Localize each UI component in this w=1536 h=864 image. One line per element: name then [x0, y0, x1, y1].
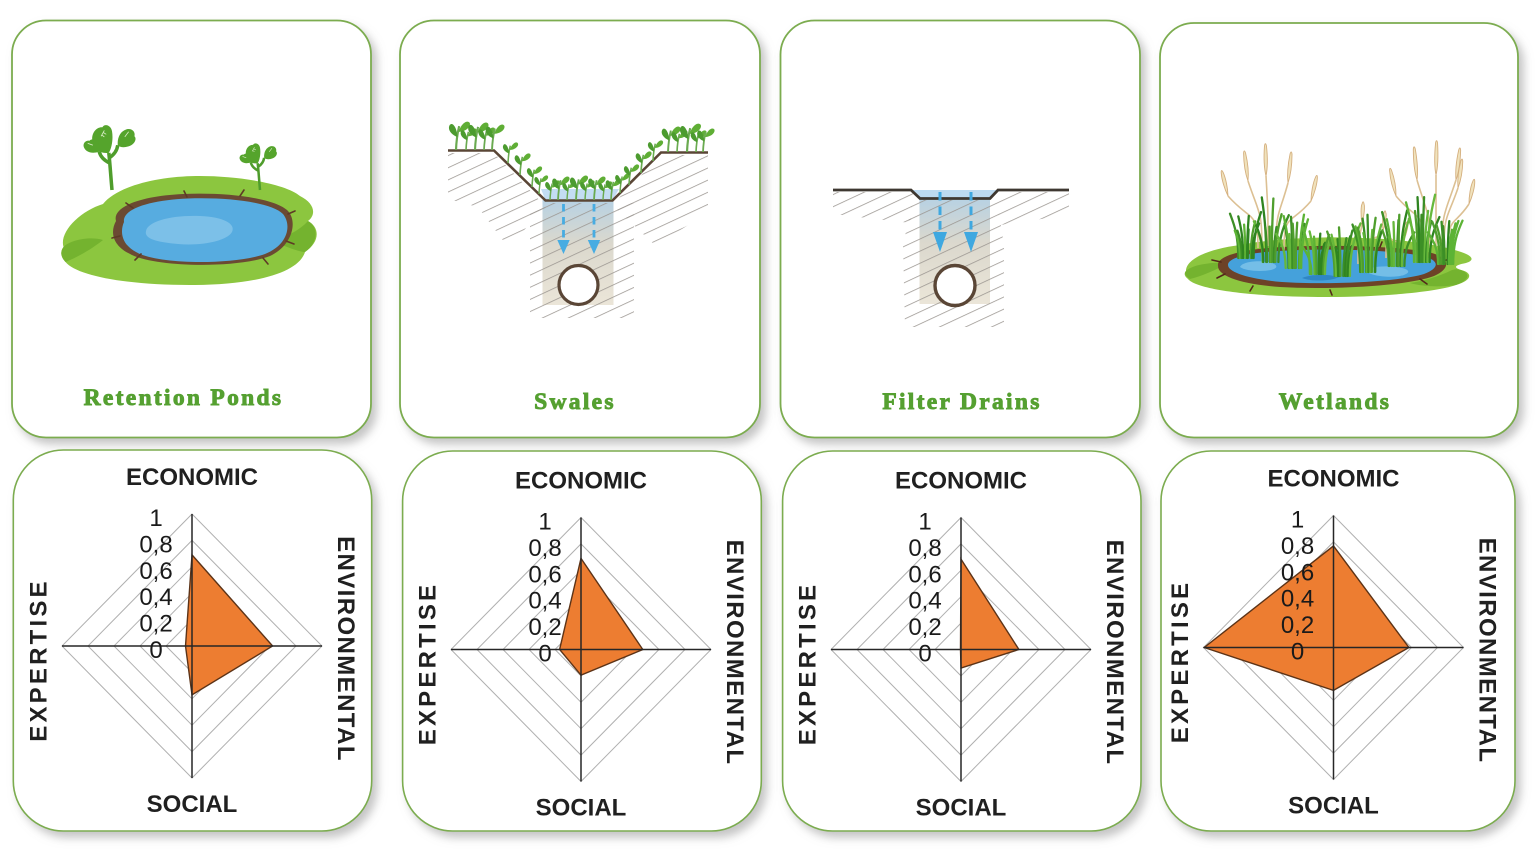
svg-text:Retention Ponds: Retention Ponds: [84, 385, 284, 411]
svg-text:Wetlands: Wetlands: [1279, 389, 1391, 415]
svg-text:Filter Drains: Filter Drains: [882, 389, 1041, 415]
svg-text:Swales: Swales: [534, 389, 616, 415]
